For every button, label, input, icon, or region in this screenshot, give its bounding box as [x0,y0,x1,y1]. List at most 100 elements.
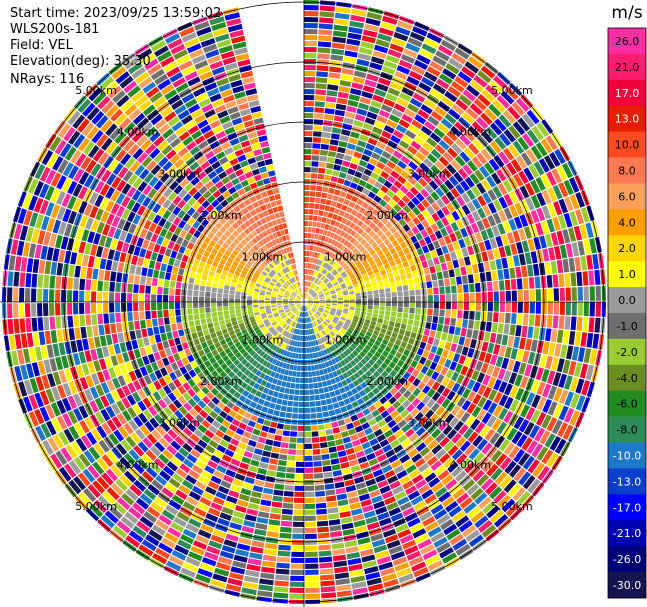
range-gate [116,387,126,399]
range-gate [67,315,74,328]
range-gate [82,102,96,117]
range-gate [249,209,257,217]
range-gate [218,185,228,194]
range-gate [564,273,571,287]
range-gate [170,521,185,533]
range-gate [190,449,201,459]
range-gate [269,458,279,465]
range-gate [208,439,219,449]
range-gate [221,270,228,276]
range-gate [276,379,283,386]
range-gate [196,155,207,166]
range-gate [269,335,275,341]
range-gate [184,182,194,192]
range-gate [181,295,187,302]
range-gate [273,312,279,316]
range-gate [258,333,265,339]
range-gate [295,473,304,479]
range-gate [89,205,99,219]
range-gate [361,305,367,309]
range-gate [282,362,287,369]
range-gate [431,273,438,281]
range-gate [61,178,72,192]
range-gate [214,256,221,263]
range-gate [240,381,248,389]
range-gate [106,487,120,501]
range-gate [301,311,303,317]
range-gate [128,507,142,520]
range-gate [339,191,347,198]
range-gate [106,450,118,464]
range-gate [237,344,244,351]
range-gate [235,287,242,292]
range-gate [134,164,145,177]
range-gate [413,276,420,284]
range-gate [291,277,295,283]
range-gate [197,171,207,181]
range-gate [290,320,294,326]
range-gate [246,470,257,479]
range-gate [232,213,240,222]
range-gate [277,250,282,257]
range-gate [224,230,232,238]
range-gate [105,334,113,346]
range-gate [272,345,278,351]
range-gate [68,130,81,145]
range-gate [295,302,300,303]
range-gate [197,372,206,381]
range-gate [290,305,295,309]
range-gate [68,328,76,341]
range-gate [248,372,255,379]
range-gate [176,359,184,368]
range-gate [178,189,188,199]
range-gate [238,174,247,182]
range-gate [219,379,227,387]
range-gate [222,242,229,250]
range-gate [297,335,301,341]
range-gate [131,130,144,143]
range-gate [183,223,192,232]
range-gate [402,260,409,268]
range-gate [259,578,274,586]
range-gate [265,293,271,297]
range-gate [119,252,127,263]
range-gate [278,374,284,380]
range-gate [293,328,297,334]
range-gate [124,511,139,525]
range-gate [562,258,570,273]
range-gate [243,450,253,459]
range-gate [55,316,62,329]
range-gate [157,50,172,63]
range-gate [52,371,62,386]
range-gate [141,471,154,483]
range-gate [56,190,66,205]
range-gate [276,282,282,287]
range-gate [232,433,242,441]
range-gate [7,319,14,335]
range-gate [124,453,136,465]
range-gate [146,319,152,328]
range-gate [79,215,89,228]
range-gate [309,203,315,209]
range-gate [234,473,246,482]
range-gate [69,225,79,239]
range-gate [217,288,223,294]
range-gate [282,430,290,437]
range-gate [493,312,499,323]
range-gate [49,316,56,330]
range-gate [239,223,247,231]
range-gate [501,257,509,269]
range-gate [187,125,200,135]
range-gate [182,382,191,391]
range-gate [293,515,304,521]
range-gate [32,259,40,273]
range-gate [187,308,193,315]
range-gate [333,164,342,171]
range-gate [129,160,141,173]
range-gate [147,353,156,364]
range-gate [193,296,199,302]
range-gate [251,237,258,245]
range-gate [296,288,300,294]
range-gate [113,501,127,515]
range-gate [300,335,303,341]
